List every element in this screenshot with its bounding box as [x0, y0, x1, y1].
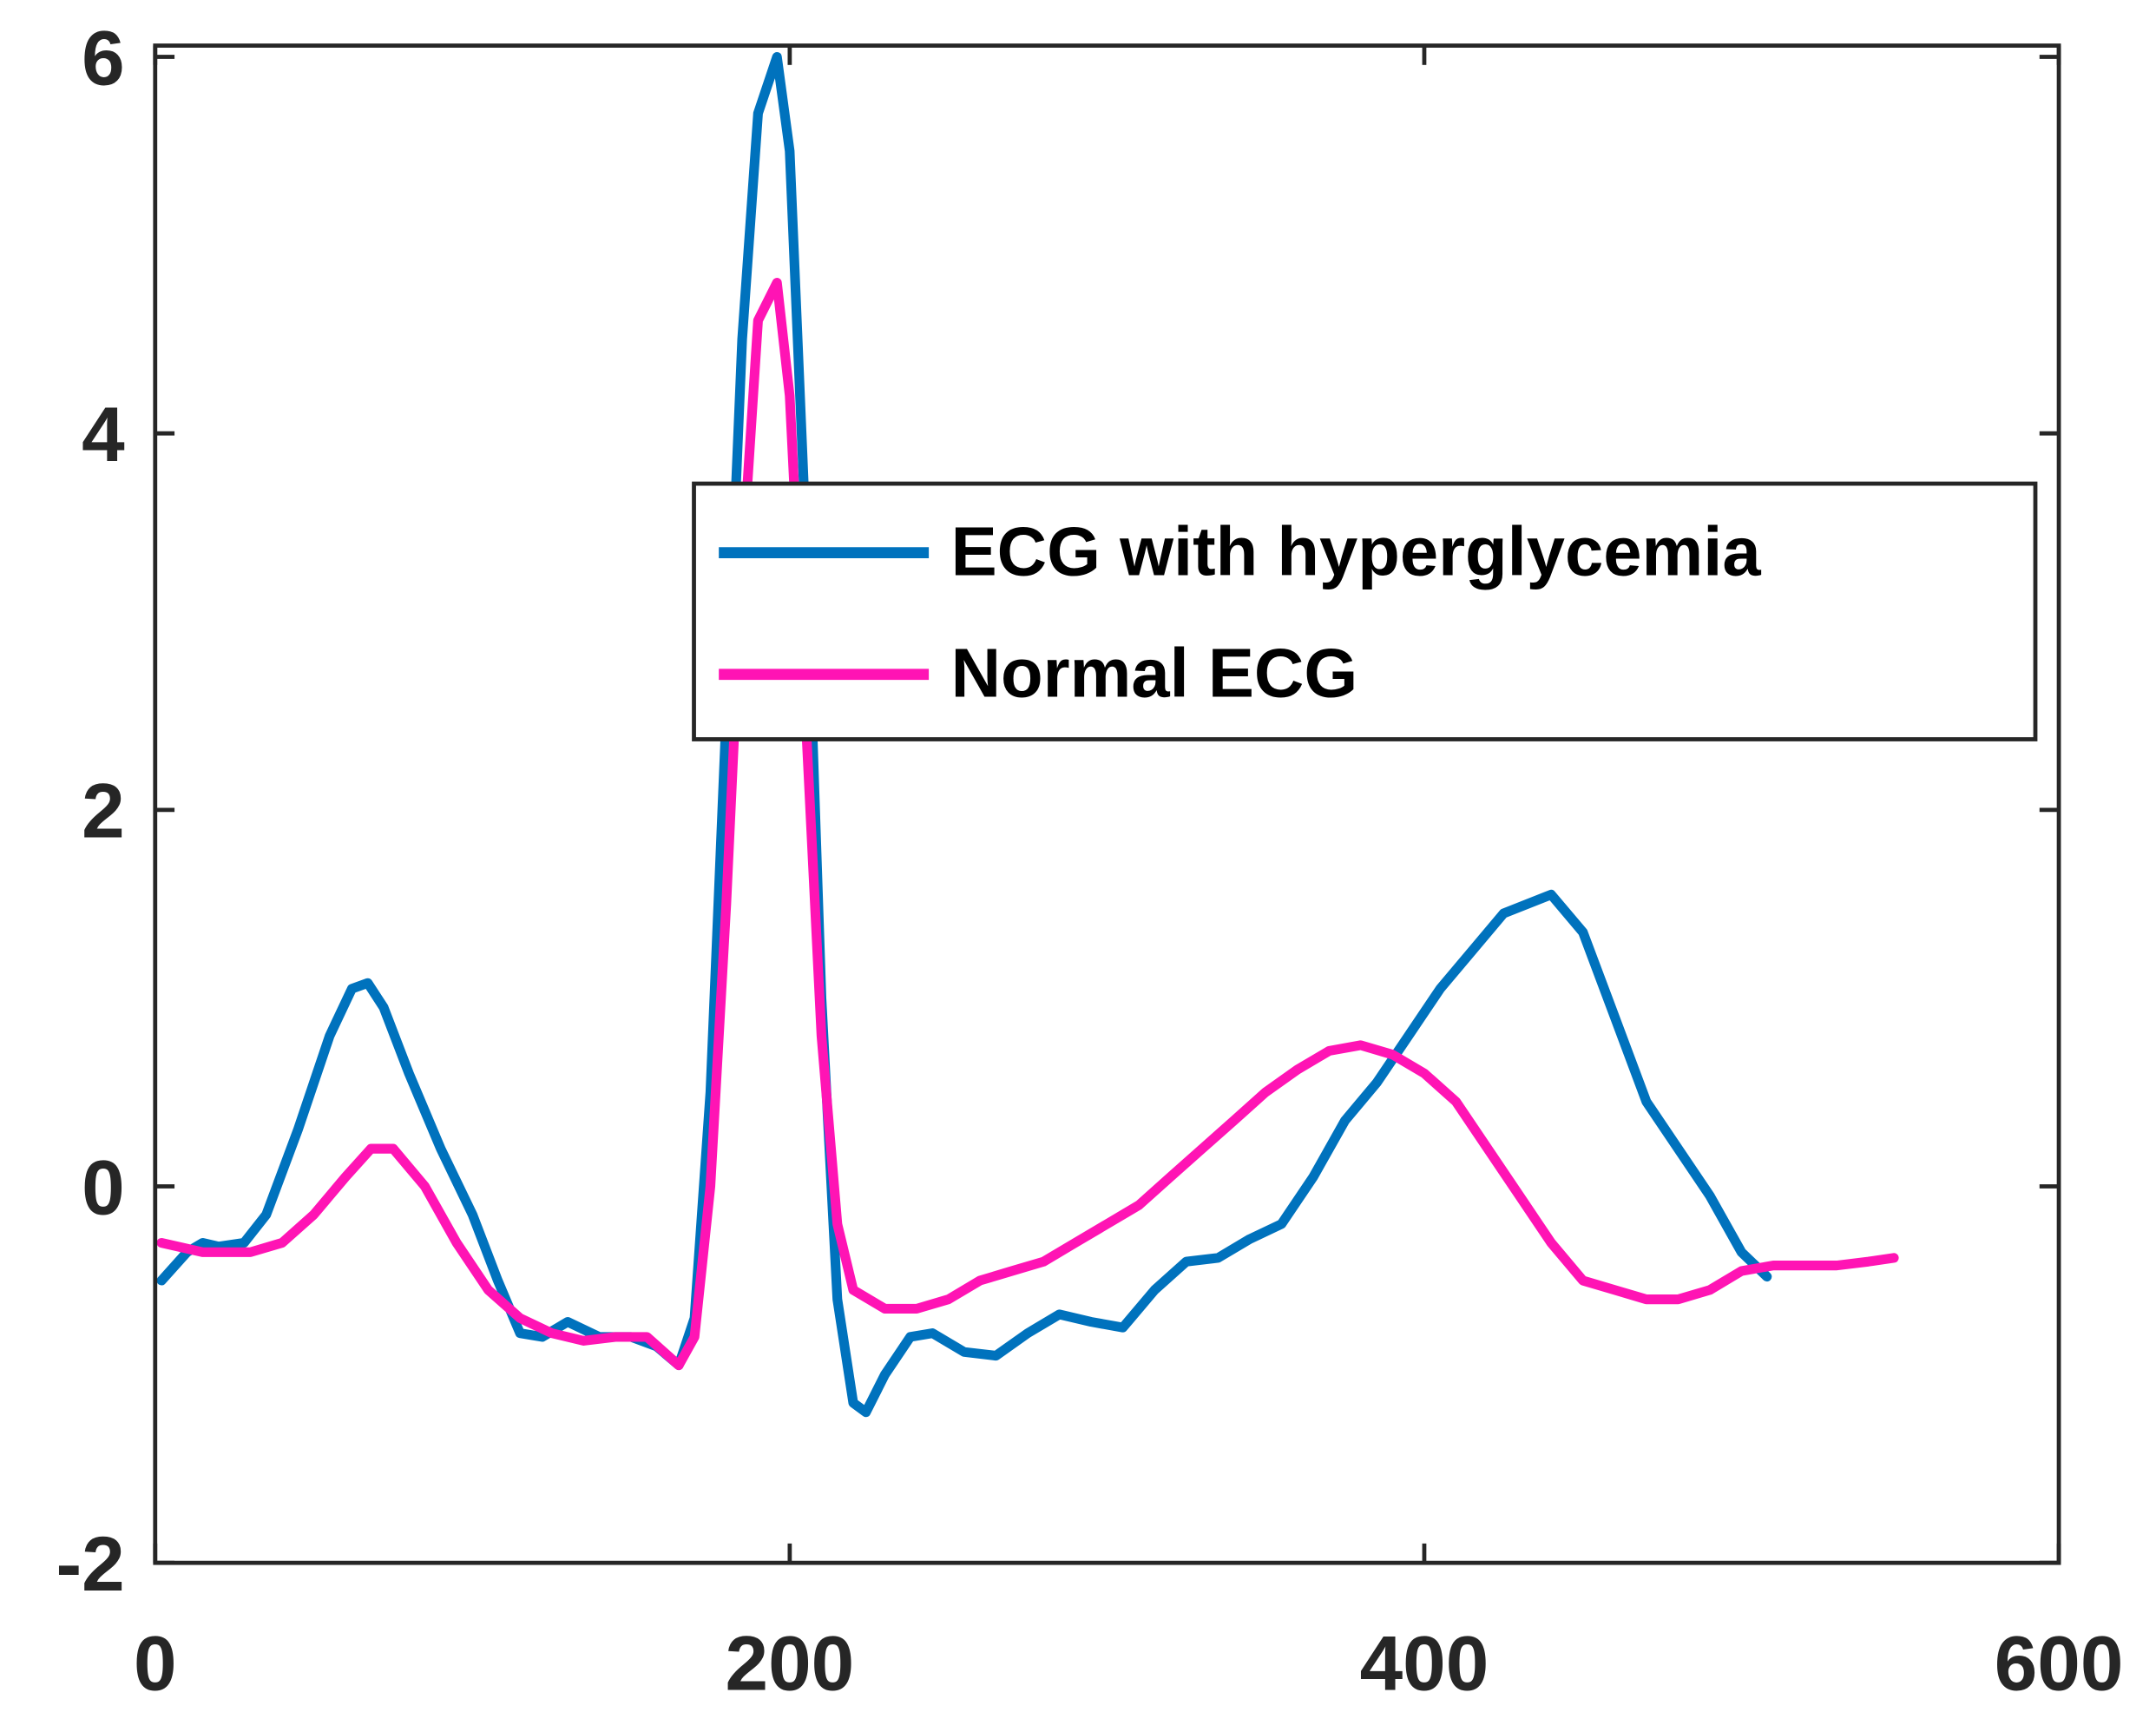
x-tick-label: 200 [726, 1620, 855, 1707]
legend-box [692, 481, 2038, 741]
legend-label: Normal ECG [951, 635, 1358, 712]
y-tick-label: -2 [56, 1520, 125, 1607]
y-tick-label: 4 [82, 391, 125, 478]
x-tick-label: 400 [1360, 1620, 1489, 1707]
axes-frame [153, 43, 2061, 1565]
x-tick-label: 600 [1995, 1620, 2124, 1707]
legend: ECG with hyperglycemia Normal ECG [692, 481, 2038, 741]
x-tick-label: 0 [134, 1620, 177, 1707]
series-line [156, 278, 1899, 1371]
y-tick-label: 0 [82, 1143, 125, 1230]
series-line [156, 52, 1772, 1418]
legend-label: ECG with hyperglycemia [951, 512, 1762, 589]
y-tick-label: 6 [82, 14, 125, 101]
y-tick-label: 2 [82, 767, 125, 854]
